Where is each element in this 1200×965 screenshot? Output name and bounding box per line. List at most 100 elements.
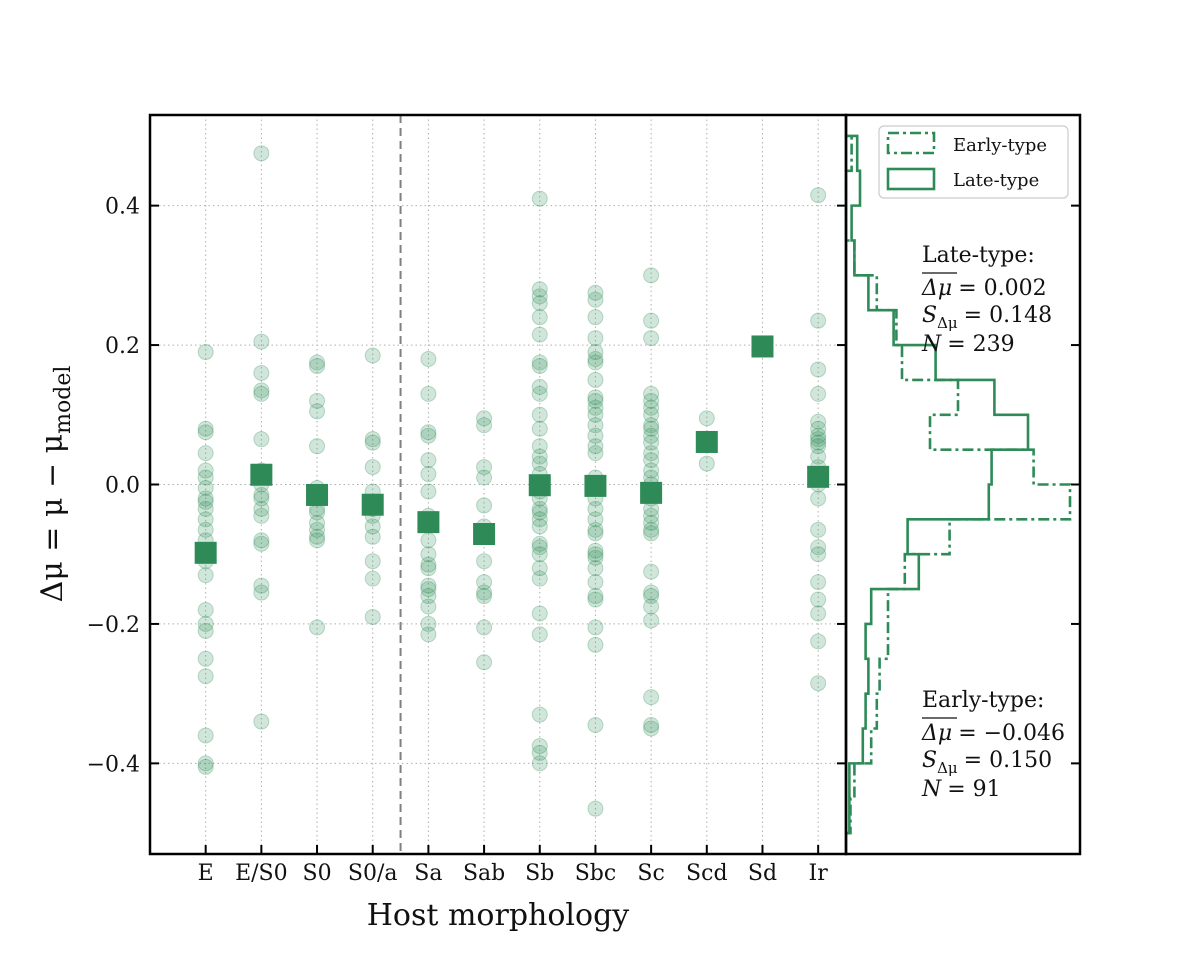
data-point xyxy=(476,588,493,605)
data-point xyxy=(587,549,604,566)
mean-marker xyxy=(751,335,774,358)
y-tick-label: 0.2 xyxy=(105,334,140,359)
data-point xyxy=(476,459,493,476)
mean-markers xyxy=(194,335,830,564)
data-point xyxy=(531,535,548,552)
y-tick-labels: −0.4 −0.2 0.0 0.2 0.4 xyxy=(87,195,140,778)
data-point xyxy=(420,615,437,632)
data-point xyxy=(364,347,381,364)
data-point xyxy=(476,574,493,591)
data-point xyxy=(197,469,214,486)
mean-marker xyxy=(807,465,830,488)
data-point xyxy=(643,720,660,737)
data-point xyxy=(364,528,381,545)
data-point xyxy=(531,281,548,298)
data-point xyxy=(420,626,437,643)
data-point xyxy=(587,445,604,462)
data-point xyxy=(531,438,548,455)
data-point xyxy=(531,706,548,723)
data-point xyxy=(810,438,827,455)
data-point xyxy=(810,187,827,204)
data-point xyxy=(197,490,214,507)
data-point xyxy=(698,410,715,427)
data-point xyxy=(420,577,437,594)
early-mean-symbol: Δμ xyxy=(921,721,952,746)
data-point xyxy=(253,490,270,507)
mean-marker xyxy=(306,483,329,506)
data-point xyxy=(531,755,548,772)
late-mean: Δμ = 0.002 xyxy=(921,276,1047,301)
data-point xyxy=(810,521,827,538)
data-point xyxy=(643,434,660,451)
early-sd: SΔμ = 0.150 xyxy=(922,748,1052,777)
x-tick-label: Sbc xyxy=(575,861,616,886)
data-point xyxy=(810,312,827,329)
data-point xyxy=(197,727,214,744)
data-point xyxy=(810,539,827,556)
data-point xyxy=(810,574,827,591)
late-sd-value: = 0.148 xyxy=(964,303,1052,328)
legend-box xyxy=(878,125,1069,199)
data-point xyxy=(587,574,604,591)
y-axis-title: Δμ = μ − μmodel xyxy=(35,366,76,603)
data-point xyxy=(197,344,214,361)
late-mean-value: = 0.002 xyxy=(958,276,1046,301)
data-point xyxy=(531,546,548,563)
data-point xyxy=(476,553,493,570)
legend-early-label: Early-type xyxy=(953,135,1047,156)
data-point xyxy=(309,403,326,420)
data-point xyxy=(531,326,548,343)
data-point xyxy=(309,521,326,538)
histogram-ticks xyxy=(1071,204,1080,765)
data-point xyxy=(531,309,548,326)
histogram-panel-frame xyxy=(844,113,1082,856)
mean-marker xyxy=(417,511,440,534)
data-point xyxy=(643,267,660,284)
data-point xyxy=(364,518,381,535)
data-point xyxy=(643,717,660,734)
data-point xyxy=(587,406,604,423)
y-tick-label: −0.2 xyxy=(87,613,140,638)
data-point xyxy=(197,511,214,528)
data-point xyxy=(643,427,660,444)
x-tick-label: Ir xyxy=(809,861,829,886)
data-point xyxy=(253,333,270,350)
histogram-steps xyxy=(844,134,1072,835)
data-point xyxy=(253,535,270,552)
data-point xyxy=(364,431,381,448)
data-point xyxy=(253,500,270,517)
data-point xyxy=(197,420,214,437)
late-n: N = 239 xyxy=(921,332,1015,357)
early-n-value: = 91 xyxy=(947,777,1000,802)
data-point xyxy=(420,466,437,483)
data-point xyxy=(420,483,437,500)
data-point xyxy=(587,511,604,528)
data-point xyxy=(420,598,437,615)
late-stats-title: Late-type: xyxy=(922,243,1035,268)
data-point xyxy=(643,445,660,462)
histogram-panel: Early-type Late-type Late-type: Δμ = 0.00… xyxy=(844,113,1082,856)
data-point xyxy=(420,556,437,573)
mean-marker xyxy=(250,463,273,486)
data-point xyxy=(197,567,214,584)
scatter-panel: −0.4 −0.2 0.0 0.2 0.4 E E/S0 S0 S0/a Sa Sab Sb Sbc S… xyxy=(35,113,848,933)
data-point xyxy=(587,284,604,301)
x-tick-label: E/S0 xyxy=(235,861,288,886)
data-point xyxy=(420,581,437,598)
data-point xyxy=(587,291,604,308)
x-tick-label: S0/a xyxy=(348,861,398,886)
late-n-value: = 239 xyxy=(947,332,1014,357)
data-point xyxy=(309,528,326,545)
data-point xyxy=(197,755,214,772)
data-point xyxy=(531,357,548,374)
mean-marker xyxy=(473,522,496,545)
data-point xyxy=(643,507,660,524)
data-point xyxy=(587,438,604,455)
data-point xyxy=(587,392,604,409)
early-sd-symbol: S xyxy=(922,748,937,773)
early-mean: Δμ = −0.046 xyxy=(921,721,1065,746)
y-tick-label: 0.4 xyxy=(105,195,140,220)
data-point xyxy=(587,560,604,577)
mean-marker xyxy=(528,474,551,497)
data-point xyxy=(309,357,326,374)
